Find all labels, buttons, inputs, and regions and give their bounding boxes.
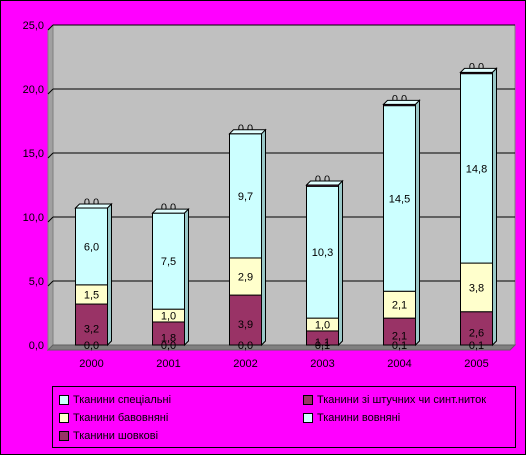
plot-floor [46,344,517,351]
bar-segment [229,294,262,346]
bar-segment [152,212,185,310]
bar-side [415,99,420,347]
bar-side [338,179,343,347]
bar-segment [383,290,416,319]
bar-segment [460,73,493,264]
bar-top [74,203,113,209]
x-tick-label: 2004 [387,358,411,370]
x-tick-label: 2000 [79,358,103,370]
legend-item: Тканини шовкові [59,429,158,443]
x-tick-label: 2003 [310,358,334,370]
legend: Тканини спеціальні Тканини зі штучних чи … [52,386,516,448]
y-tick-label: 20,0 [23,84,44,96]
legend-item: Тканини зі штучних чи синт.ниток [303,393,486,407]
bar-side [492,67,497,347]
data-label: 1,5 [84,289,99,301]
data-label: 0,1 [315,340,330,352]
data-label: 1,8 [161,332,176,344]
y-tick-label: 15,0 [23,148,44,160]
gridline-side [47,280,54,287]
data-label: 0,0 [84,340,99,352]
legend-item: Тканини вовняні [303,411,400,425]
legend-swatch [303,395,313,406]
data-label: 9,7 [238,191,253,203]
legend-swatch [59,431,69,442]
bar-side [184,207,189,347]
gridline-side [47,24,54,31]
data-label: 1,0 [315,320,330,332]
data-label: 10,3 [312,247,333,259]
legend-label: Тканини вовняні [317,412,401,425]
gridline-side [47,88,54,95]
data-label: 14,8 [466,163,487,175]
bar-side [261,128,266,347]
data-label: 7,5 [161,256,176,268]
data-label: 2,9 [238,272,253,284]
bar-top [459,67,498,73]
data-label: 0,0 [161,340,176,352]
bar-segment [229,133,262,259]
data-label: 2,6 [469,327,484,339]
data-label: 1,1 [315,337,330,349]
data-label: 0,0 [238,340,253,352]
legend-item: Тканини бавовняні [59,411,168,425]
y-tick-label: 5,0 [29,276,44,288]
gridline-side [47,216,54,223]
plot-side-wall [47,23,54,352]
x-tick-label: 2002 [233,358,257,370]
gridline-side [47,152,54,159]
data-label: 3,9 [238,319,253,331]
legend-swatch [59,413,69,424]
legend-item: Тканини спеціальні [59,393,171,407]
bar-side [107,202,112,347]
legend-swatch [303,413,313,424]
legend-swatch [59,395,69,406]
bar-segment [460,311,493,346]
x-tick-label: 2005 [464,358,488,370]
data-label: 0,1 [392,340,407,352]
legend-label: Тканини спеціальні [73,394,172,407]
data-label: 6,0 [84,241,99,253]
x-tick-label: 2001 [156,358,180,370]
bar-segment [75,207,108,286]
bar-top [228,129,267,135]
legend-label: Тканини бавовняні [73,412,169,425]
data-label: 2,1 [392,300,407,312]
bar-segment [306,185,339,319]
data-label: 2,1 [392,331,407,343]
legend-label: Тканини шовкові [73,430,159,443]
y-tick-label: 25,0 [23,20,44,32]
data-label: 14,5 [389,193,410,205]
bar-top [151,208,190,214]
legend-label: Тканини зі штучних чи синт.ниток [317,394,487,407]
data-label: 1,0 [161,311,176,323]
data-label: 3,2 [84,324,99,336]
data-label: 0,1 [469,340,484,352]
bar-top [305,180,344,186]
plot-area [52,24,516,346]
data-label: 3,8 [469,282,484,294]
y-tick-label: 10,0 [23,212,44,224]
y-tick-label: 0,0 [29,340,44,352]
bar-top [382,99,421,105]
